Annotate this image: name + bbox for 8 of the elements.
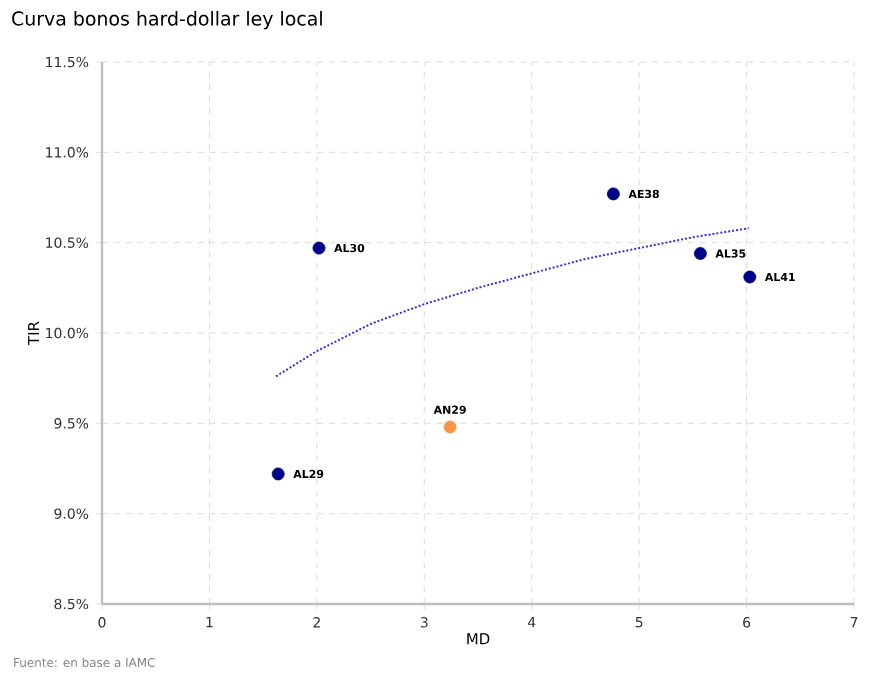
point [693, 247, 707, 260]
chart-title: Curva bonos hard-dollar ley local [12, 11, 322, 30]
point [743, 270, 757, 284]
point [606, 187, 620, 201]
point [312, 241, 326, 255]
point [443, 420, 457, 434]
point [271, 467, 285, 481]
line-series [275, 227, 750, 378]
